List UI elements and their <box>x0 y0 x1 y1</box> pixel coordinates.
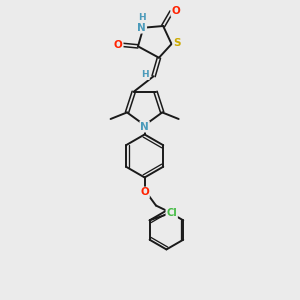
Text: O: O <box>171 6 180 16</box>
Text: Cl: Cl <box>166 208 177 218</box>
Text: S: S <box>173 38 181 47</box>
Text: H: H <box>141 70 149 79</box>
Text: O: O <box>140 188 149 197</box>
Text: H: H <box>138 13 146 22</box>
Text: N: N <box>140 122 149 132</box>
Text: N: N <box>137 23 146 33</box>
Text: O: O <box>114 40 123 50</box>
